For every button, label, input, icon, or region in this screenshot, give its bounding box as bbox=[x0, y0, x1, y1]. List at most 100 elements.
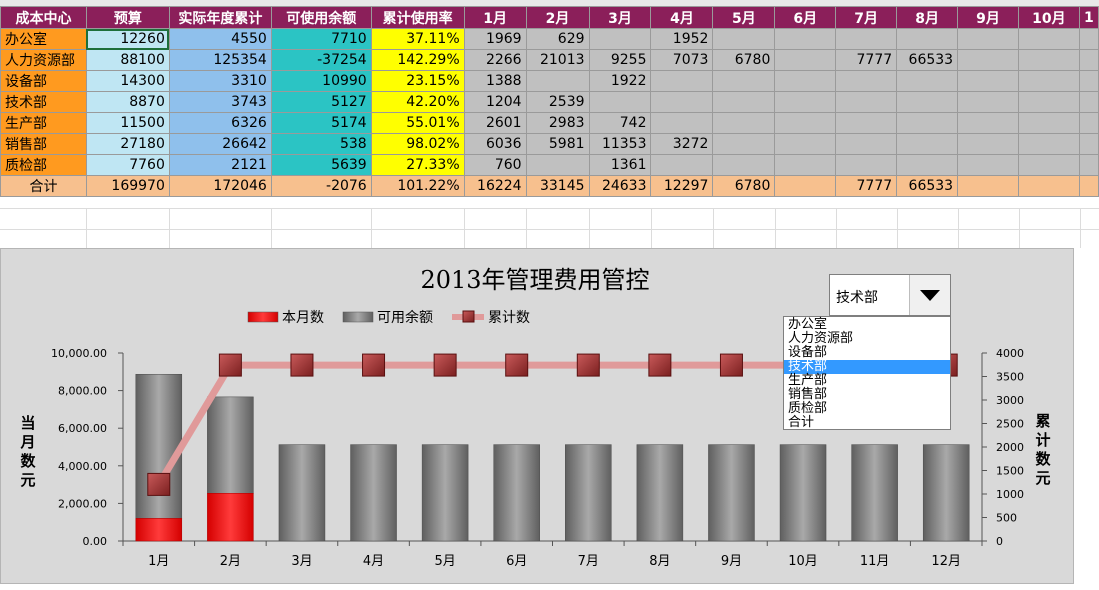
month-cell[interactable] bbox=[896, 112, 959, 134]
dropdown-option[interactable]: 设备部 bbox=[788, 345, 828, 360]
month-cell[interactable] bbox=[712, 154, 776, 176]
month-cell[interactable] bbox=[957, 175, 1019, 197]
month-cell[interactable] bbox=[774, 175, 837, 197]
header-cell[interactable]: 10月 bbox=[1017, 6, 1080, 29]
month-cell[interactable] bbox=[1078, 112, 1099, 134]
cost-center-cell[interactable]: 技术部 bbox=[0, 91, 87, 113]
month-cell[interactable]: 11353 bbox=[588, 133, 652, 155]
month-cell[interactable] bbox=[1017, 154, 1080, 176]
dropdown-option[interactable]: 销售部 bbox=[788, 387, 828, 402]
header-cell[interactable]: 3月 bbox=[588, 6, 652, 29]
month-cell[interactable]: 33145 bbox=[525, 175, 590, 197]
month-cell[interactable] bbox=[957, 70, 1019, 92]
available-cell[interactable]: -2076 bbox=[270, 175, 372, 197]
header-cell[interactable]: 5月 bbox=[712, 6, 776, 29]
month-cell[interactable] bbox=[774, 154, 837, 176]
month-cell[interactable] bbox=[1017, 91, 1080, 113]
header-cell[interactable]: 7月 bbox=[835, 6, 898, 29]
month-cell[interactable]: 6780 bbox=[712, 175, 776, 197]
month-cell[interactable] bbox=[712, 70, 776, 92]
month-cell[interactable]: 24633 bbox=[588, 175, 652, 197]
dropdown-option[interactable]: 质检部 bbox=[788, 401, 828, 416]
month-cell[interactable]: 2601 bbox=[463, 112, 527, 134]
month-cell[interactable] bbox=[835, 28, 898, 50]
month-cell[interactable]: 2983 bbox=[525, 112, 590, 134]
month-cell[interactable] bbox=[957, 49, 1019, 71]
month-cell[interactable]: 742 bbox=[588, 112, 652, 134]
usage-rate-cell[interactable]: 101.22% bbox=[370, 175, 465, 197]
month-cell[interactable] bbox=[1078, 175, 1099, 197]
month-cell[interactable] bbox=[712, 133, 776, 155]
month-cell[interactable]: 6036 bbox=[463, 133, 527, 155]
month-cell[interactable]: 1922 bbox=[588, 70, 652, 92]
dropdown-arrow-button[interactable] bbox=[909, 275, 950, 315]
month-cell[interactable]: 12297 bbox=[650, 175, 714, 197]
month-cell[interactable] bbox=[896, 70, 959, 92]
available-cell[interactable]: 5174 bbox=[270, 112, 372, 134]
budget-cell[interactable]: 8870 bbox=[85, 91, 170, 113]
month-cell[interactable] bbox=[957, 91, 1019, 113]
header-cell[interactable]: 可使用余额 bbox=[270, 6, 372, 29]
header-cell[interactable]: 累计使用率 bbox=[370, 6, 465, 29]
available-cell[interactable]: 5127 bbox=[270, 91, 372, 113]
month-cell[interactable] bbox=[650, 91, 714, 113]
actual-cell[interactable]: 2121 bbox=[168, 154, 272, 176]
budget-cell[interactable]: 12260 bbox=[85, 28, 170, 50]
month-cell[interactable] bbox=[896, 133, 959, 155]
department-dropdown[interactable]: 技术部 bbox=[829, 274, 951, 316]
header-cell[interactable]: 1月 bbox=[463, 6, 527, 29]
actual-cell[interactable]: 125354 bbox=[168, 49, 272, 71]
header-cell[interactable]: 成本中心 bbox=[0, 6, 87, 29]
cost-center-cell[interactable]: 合计 bbox=[0, 175, 87, 197]
month-cell[interactable] bbox=[712, 91, 776, 113]
month-cell[interactable] bbox=[712, 112, 776, 134]
month-cell[interactable] bbox=[1017, 28, 1080, 50]
available-cell[interactable]: 5639 bbox=[270, 154, 372, 176]
cost-center-cell[interactable]: 人力资源部 bbox=[0, 49, 87, 71]
month-cell[interactable] bbox=[525, 70, 590, 92]
actual-cell[interactable]: 3310 bbox=[168, 70, 272, 92]
cost-center-cell[interactable]: 办公室 bbox=[0, 28, 87, 50]
dropdown-option[interactable]: 人力资源部 bbox=[788, 331, 854, 346]
month-cell[interactable] bbox=[957, 28, 1019, 50]
month-cell[interactable] bbox=[1017, 112, 1080, 134]
header-cell[interactable]: 预算 bbox=[85, 6, 170, 29]
available-cell[interactable]: -37254 bbox=[270, 49, 372, 71]
month-cell[interactable] bbox=[896, 28, 959, 50]
month-cell[interactable] bbox=[774, 133, 837, 155]
cost-center-cell[interactable]: 设备部 bbox=[0, 70, 87, 92]
month-cell[interactable] bbox=[957, 112, 1019, 134]
month-cell[interactable]: 629 bbox=[525, 28, 590, 50]
header-cell[interactable]: 9月 bbox=[957, 6, 1019, 29]
month-cell[interactable] bbox=[1078, 49, 1099, 71]
month-cell[interactable]: 16224 bbox=[463, 175, 527, 197]
budget-cell[interactable]: 11500 bbox=[85, 112, 170, 134]
budget-cell[interactable]: 88100 bbox=[85, 49, 170, 71]
month-cell[interactable]: 2539 bbox=[525, 91, 590, 113]
month-cell[interactable] bbox=[650, 154, 714, 176]
month-cell[interactable] bbox=[835, 70, 898, 92]
month-cell[interactable]: 1388 bbox=[463, 70, 527, 92]
usage-rate-cell[interactable]: 98.02% bbox=[370, 133, 465, 155]
actual-cell[interactable]: 172046 bbox=[168, 175, 272, 197]
month-cell[interactable]: 2266 bbox=[463, 49, 527, 71]
header-cell[interactable]: 2月 bbox=[525, 6, 590, 29]
month-cell[interactable] bbox=[774, 28, 837, 50]
month-cell[interactable] bbox=[712, 28, 776, 50]
month-cell[interactable] bbox=[835, 133, 898, 155]
dropdown-option[interactable]: 技术部 bbox=[784, 360, 950, 374]
month-cell[interactable] bbox=[896, 91, 959, 113]
usage-rate-cell[interactable]: 142.29% bbox=[370, 49, 465, 71]
month-cell[interactable] bbox=[835, 91, 898, 113]
month-cell[interactable]: 1969 bbox=[463, 28, 527, 50]
month-cell[interactable] bbox=[774, 49, 837, 71]
month-cell[interactable]: 7777 bbox=[835, 49, 898, 71]
month-cell[interactable] bbox=[1017, 175, 1080, 197]
available-cell[interactable]: 7710 bbox=[270, 28, 372, 50]
month-cell[interactable] bbox=[1078, 91, 1099, 113]
usage-rate-cell[interactable]: 23.15% bbox=[370, 70, 465, 92]
month-cell[interactable]: 9255 bbox=[588, 49, 652, 71]
month-cell[interactable] bbox=[1017, 70, 1080, 92]
month-cell[interactable]: 5981 bbox=[525, 133, 590, 155]
